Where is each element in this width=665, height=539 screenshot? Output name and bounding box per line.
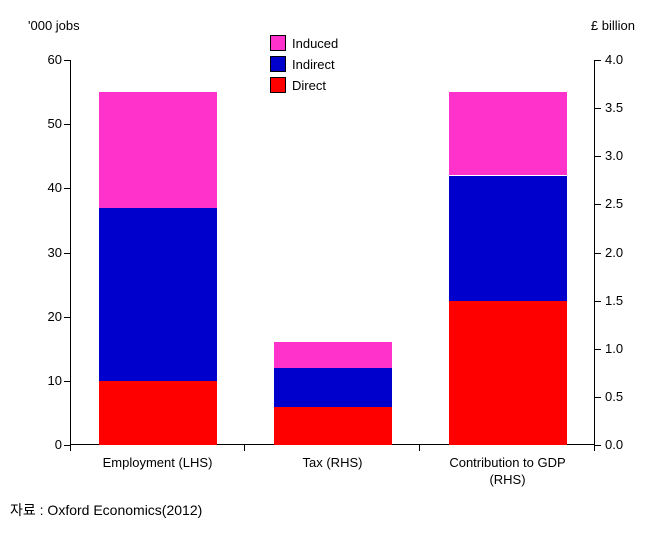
category-tick bbox=[244, 445, 245, 451]
category-label: Tax (RHS) bbox=[245, 455, 420, 472]
right-tick bbox=[595, 60, 601, 61]
legend-label: Induced bbox=[292, 36, 338, 51]
left-tick-label: 10 bbox=[30, 373, 62, 388]
left-tick bbox=[64, 60, 70, 61]
category-label: Contribution to GDP(RHS) bbox=[420, 455, 595, 489]
category-label-line: Employment (LHS) bbox=[70, 455, 245, 472]
bar-segment bbox=[274, 407, 392, 446]
right-tick bbox=[595, 204, 601, 205]
left-tick bbox=[64, 381, 70, 382]
chart-area: 01020304050600.00.51.01.52.02.53.03.54.0… bbox=[70, 60, 595, 445]
bar-segment bbox=[99, 208, 217, 381]
bar-segment bbox=[274, 368, 392, 407]
right-axis-title: £ billion bbox=[591, 18, 635, 33]
right-tick-label: 3.5 bbox=[605, 100, 637, 115]
right-tick-label: 1.5 bbox=[605, 293, 637, 308]
left-tick-label: 40 bbox=[30, 180, 62, 195]
category-tick bbox=[70, 445, 71, 451]
right-tick bbox=[595, 156, 601, 157]
left-tick-label: 60 bbox=[30, 52, 62, 67]
right-tick-label: 4.0 bbox=[605, 52, 637, 67]
bar-segment bbox=[449, 176, 567, 301]
right-tick bbox=[595, 301, 601, 302]
right-tick bbox=[595, 349, 601, 350]
left-tick bbox=[64, 253, 70, 254]
right-tick-label: 1.0 bbox=[605, 341, 637, 356]
category-label-line: Tax (RHS) bbox=[245, 455, 420, 472]
category-tick bbox=[594, 445, 595, 451]
bar-segment bbox=[449, 301, 567, 445]
left-tick-label: 0 bbox=[30, 437, 62, 452]
left-tick-label: 30 bbox=[30, 245, 62, 260]
left-axis-title: '000 jobs bbox=[28, 18, 80, 33]
left-tick bbox=[64, 188, 70, 189]
right-tick bbox=[595, 108, 601, 109]
right-tick-label: 2.0 bbox=[605, 245, 637, 260]
left-tick-label: 20 bbox=[30, 309, 62, 324]
category-label-line: (RHS) bbox=[420, 472, 595, 489]
bar-segment bbox=[99, 92, 217, 208]
right-tick-label: 0.5 bbox=[605, 389, 637, 404]
left-tick bbox=[64, 124, 70, 125]
legend-item: Induced bbox=[270, 35, 338, 51]
category-tick bbox=[419, 445, 420, 451]
bar-segment bbox=[449, 92, 567, 176]
y-axis-left bbox=[70, 60, 71, 445]
right-tick-label: 0.0 bbox=[605, 437, 637, 452]
category-label-line: Contribution to GDP bbox=[420, 455, 595, 472]
category-label: Employment (LHS) bbox=[70, 455, 245, 472]
right-tick-label: 3.0 bbox=[605, 148, 637, 163]
bar-segment bbox=[274, 342, 392, 368]
left-tick-label: 50 bbox=[30, 116, 62, 131]
right-tick-label: 2.5 bbox=[605, 196, 637, 211]
left-tick bbox=[64, 317, 70, 318]
legend-swatch bbox=[270, 35, 286, 51]
right-tick bbox=[595, 445, 601, 446]
bar-segment bbox=[99, 381, 217, 445]
right-tick bbox=[595, 397, 601, 398]
source-text: 자료 : Oxford Economics(2012) bbox=[10, 500, 202, 520]
chart-container: '000 jobs £ billion InducedIndirectDirec… bbox=[0, 0, 665, 539]
right-tick bbox=[595, 253, 601, 254]
